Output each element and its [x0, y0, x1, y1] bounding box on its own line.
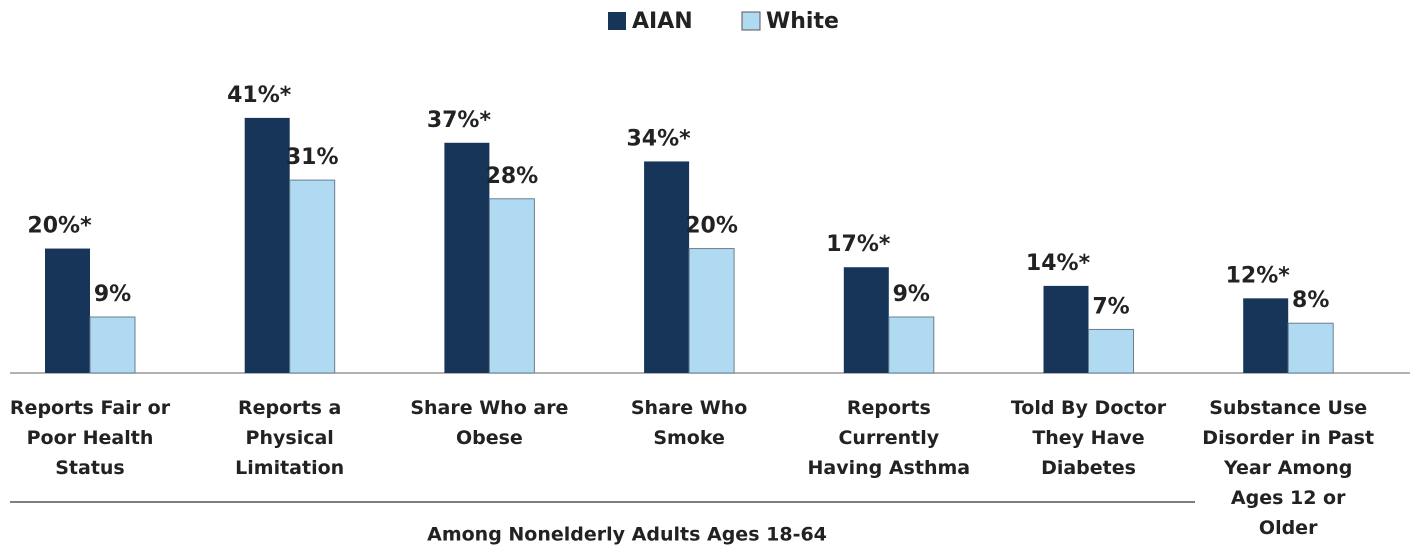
x-tick-label: Reports Fair or Poor Health Status — [9, 397, 171, 479]
data-label: 17%* — [826, 232, 891, 257]
bar — [688, 248, 735, 374]
data-label: 8% — [1292, 288, 1329, 313]
bar — [289, 179, 336, 374]
bar — [1088, 328, 1134, 374]
data-label: 20% — [685, 214, 738, 239]
data-label: 37%* — [427, 108, 492, 133]
data-label: 28% — [486, 164, 539, 189]
data-label: 34%* — [627, 126, 692, 151]
group-label: Among Nonelderly Adults Ages 18-64 — [427, 524, 827, 546]
legend-swatch — [608, 12, 626, 30]
data-label: 7% — [1092, 294, 1129, 319]
x-tick-label: Share Who are Obese — [410, 397, 569, 449]
data-label: 14%* — [1026, 251, 1091, 276]
x-tick-label: Reports a Physical Limitation — [235, 397, 345, 479]
bar — [244, 117, 290, 373]
bar — [1043, 285, 1089, 373]
data-label: 31% — [286, 145, 339, 170]
x-tick-label: Share Who Smoke — [630, 397, 748, 449]
bar — [644, 161, 690, 373]
bar — [1287, 322, 1334, 374]
data-label: 41%* — [227, 83, 292, 108]
x-tick-label: Reports Currently Having Asthma — [807, 397, 971, 479]
data-label: 9% — [94, 282, 131, 307]
bar — [888, 316, 935, 374]
bar — [1243, 298, 1289, 373]
data-label: 9% — [893, 282, 930, 307]
bar — [444, 142, 490, 373]
data-label: 12%* — [1226, 263, 1291, 288]
legend-label: AIAN — [632, 9, 693, 34]
bar — [89, 316, 136, 374]
x-tick-label: Substance Use Disorder in Past Year Amon… — [1202, 397, 1375, 539]
legend-label: White — [766, 9, 839, 34]
legend-swatch — [741, 11, 761, 31]
bar — [488, 198, 535, 374]
data-label: 20%* — [27, 214, 92, 239]
bar — [843, 267, 889, 373]
bar — [45, 248, 90, 373]
x-tick-label: Told By Doctor They Have Diabetes — [1010, 397, 1167, 479]
